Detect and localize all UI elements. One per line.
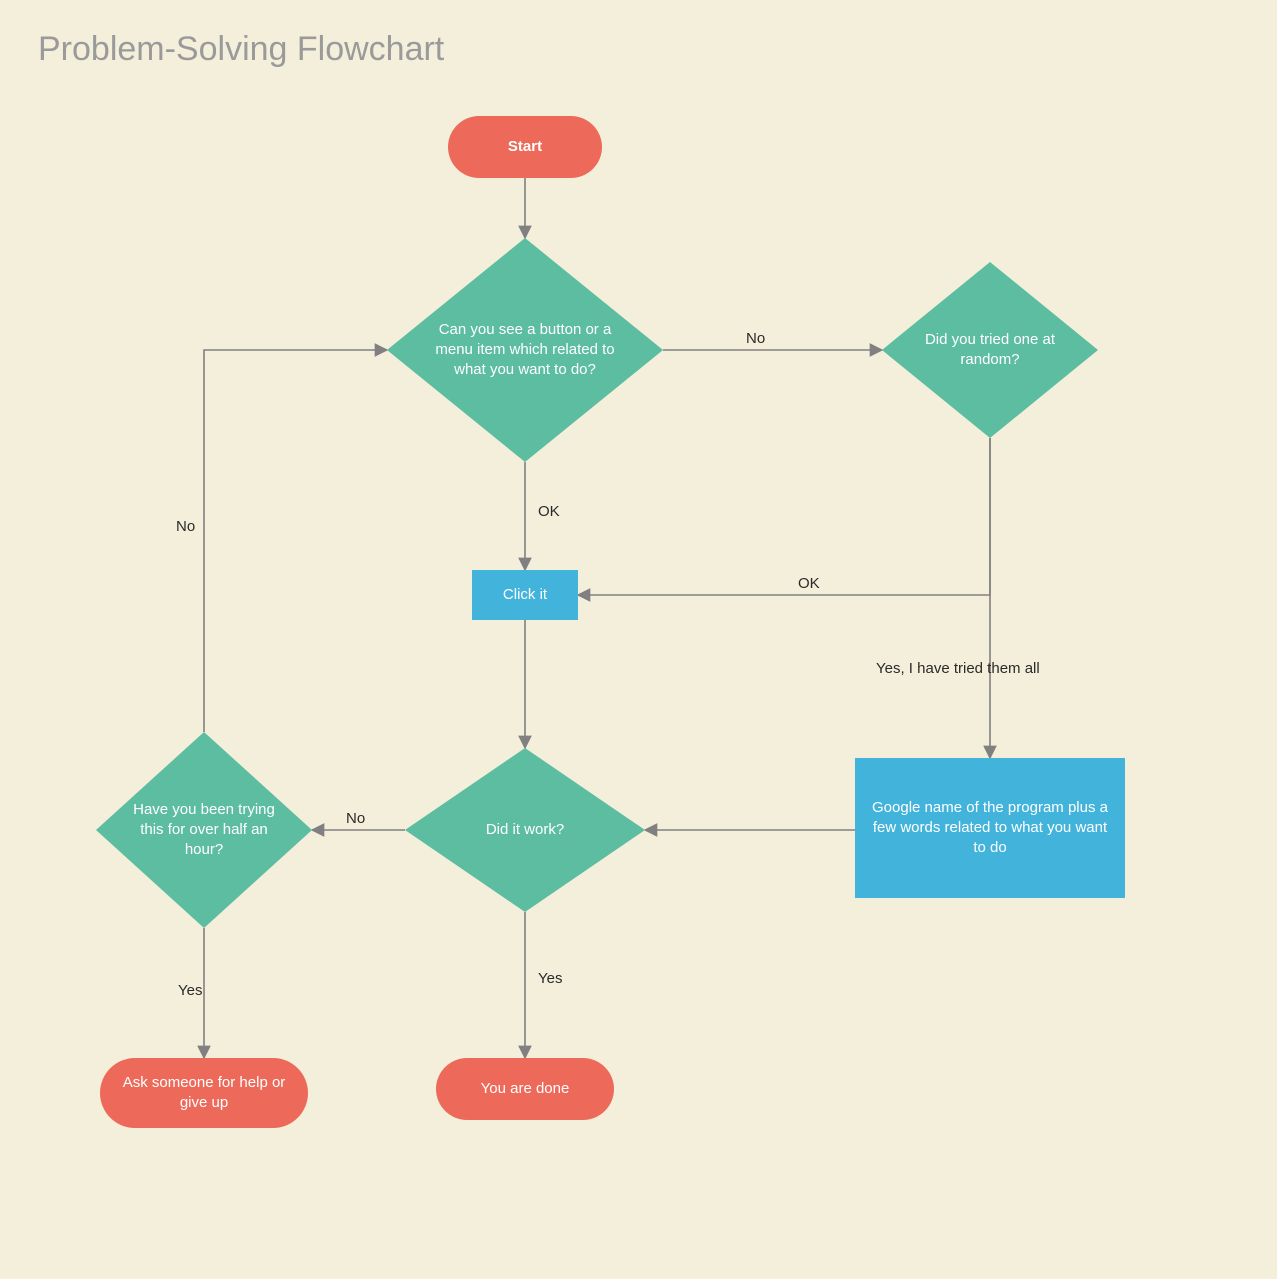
node-label: Did it work? (405, 748, 645, 912)
node-start: Start (448, 116, 602, 178)
edge-label: No (746, 330, 765, 347)
page-title: Problem-Solving Flowchart (38, 30, 444, 69)
edge-label: No (176, 518, 195, 535)
edge-label: Yes (538, 970, 562, 987)
node-q_halfhour: Have you been trying this for over half … (96, 732, 312, 928)
node-label: Did you tried one at random? (882, 262, 1098, 438)
node-google: Google name of the program plus a few wo… (855, 758, 1125, 898)
node-click_it: Click it (472, 570, 578, 620)
node-label: Have you been trying this for over half … (96, 732, 312, 928)
node-label: You are done (471, 1079, 580, 1099)
node-done: You are done (436, 1058, 614, 1120)
edge-label: No (346, 810, 365, 827)
edge-label: OK (798, 575, 820, 592)
edge-label: OK (538, 503, 560, 520)
node-label: Can you see a button or a menu item whic… (387, 238, 663, 462)
node-label: Ask someone for help or give up (100, 1073, 308, 1114)
node-label: Google name of the program plus a few wo… (855, 798, 1125, 859)
edge-label: Yes, I have tried them all (876, 660, 1040, 677)
flowchart-canvas: Problem-Solving Flowchart Start Can you s… (0, 0, 1277, 1279)
node-q_work: Did it work? (405, 748, 645, 912)
edge-label: Yes (178, 982, 202, 999)
node-q_button: Can you see a button or a menu item whic… (387, 238, 663, 462)
node-ask: Ask someone for help or give up (100, 1058, 308, 1128)
edge-q_halfhour-to-q_button (204, 350, 387, 732)
node-label: Start (498, 137, 552, 157)
node-label: Click it (493, 585, 557, 605)
node-q_random: Did you tried one at random? (882, 262, 1098, 438)
